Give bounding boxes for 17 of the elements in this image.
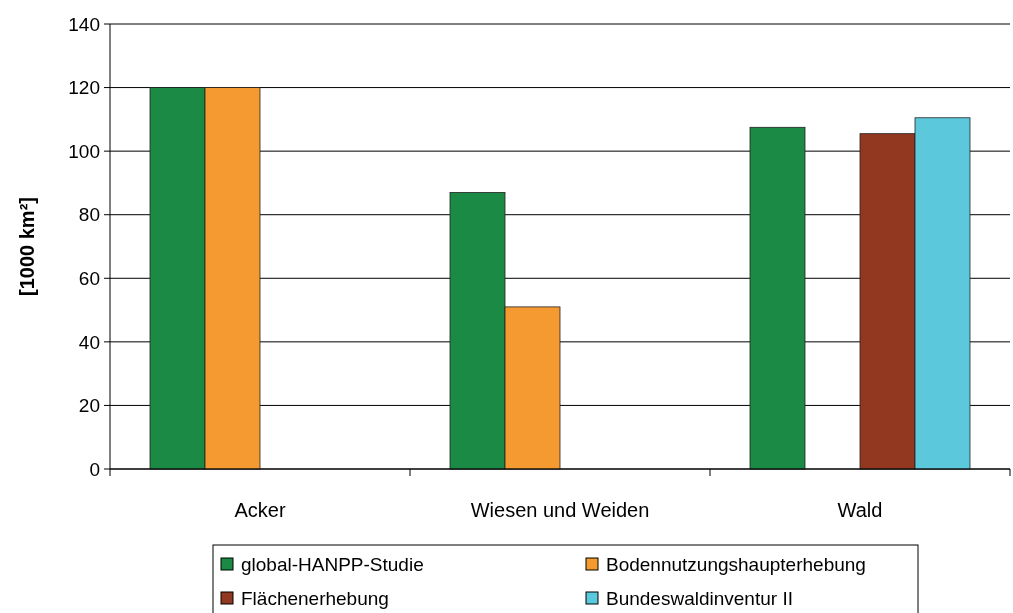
bar: [749, 126, 806, 470]
legend-label: Bodennutzungshaupterhebung: [606, 553, 866, 575]
y-tick-label: 0: [89, 458, 100, 480]
y-tick-label: 140: [68, 13, 100, 35]
x-tick-label: Acker: [234, 499, 286, 521]
y-tick-label: 60: [78, 267, 100, 289]
y-tick-label: 100: [68, 140, 100, 162]
legend-label: Flächenerhebung: [241, 587, 389, 609]
y-tick-label: 120: [68, 77, 100, 99]
x-tick-label: Wald: [837, 499, 883, 521]
y-tick-label: 40: [78, 331, 100, 353]
y-tick-label: 20: [78, 395, 100, 417]
y-axis-title: [1000 km²]: [16, 197, 38, 296]
legend-label: Bundeswaldinventur II: [606, 587, 793, 609]
y-tick-label: 80: [78, 204, 100, 226]
legend-label: global-HANPP-Studie: [241, 553, 424, 575]
x-tick-label: Wiesen und Weiden: [470, 499, 650, 521]
